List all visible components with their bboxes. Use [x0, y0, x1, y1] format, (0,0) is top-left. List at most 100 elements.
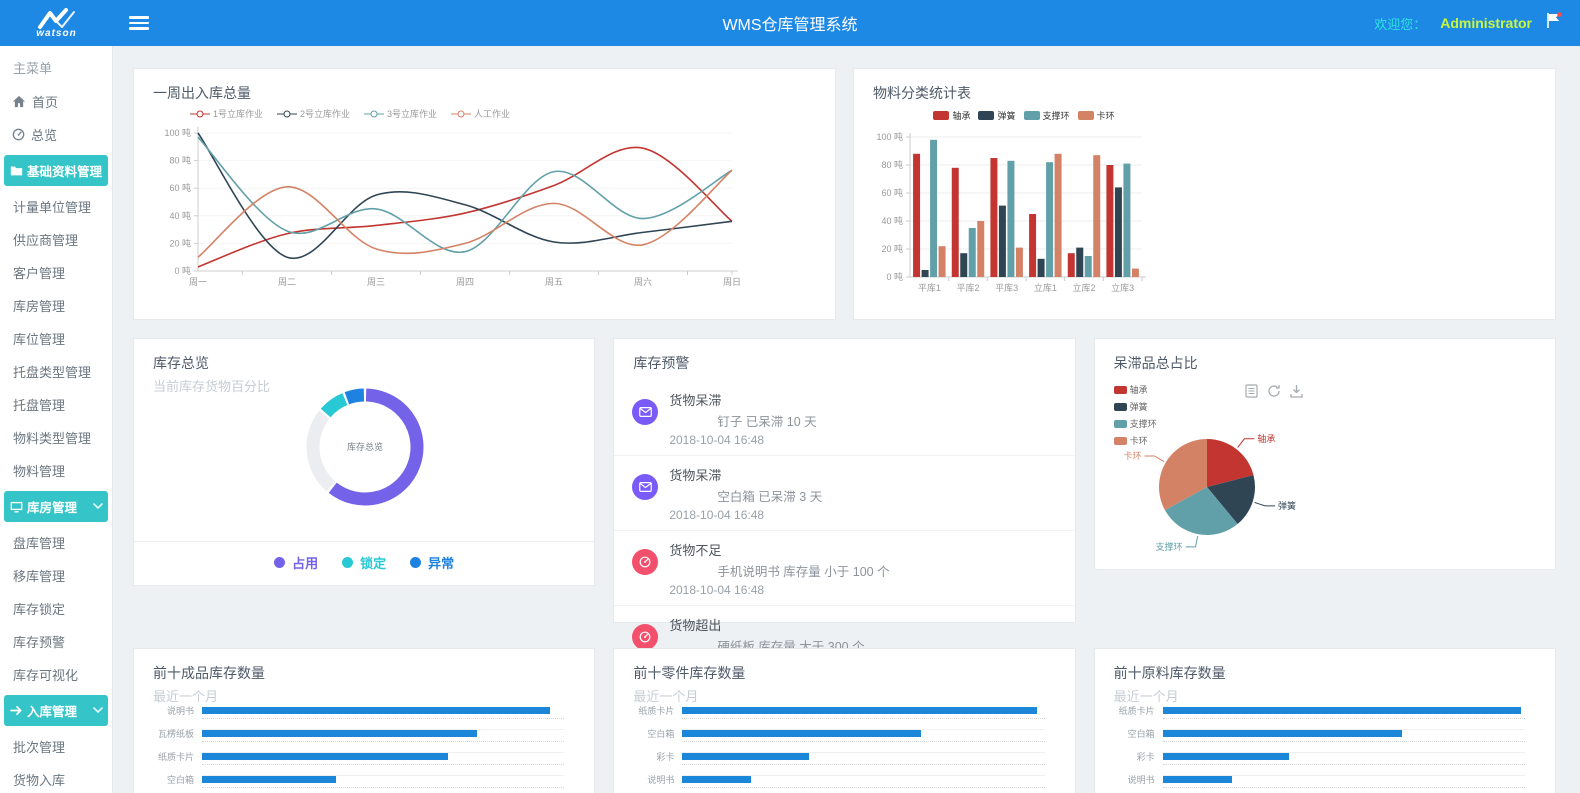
hbar-row: 纸质卡片	[1095, 707, 1525, 730]
top-header: watson WMS仓库管理系统 欢迎您： Administrator	[0, 0, 1580, 46]
weekly-chart-legend[interactable]: 1号立库作业 2号立库作业 3号立库作业 人工作业	[190, 107, 510, 120]
sidebar-nav: 主菜单 首页 总览 基础资料管理 计量单位管理 供应商管理 客户管理 库房管理 库位管理 托盘类…	[0, 46, 113, 793]
sidebar-item-盘库管理[interactable]: 盘库管理	[0, 526, 112, 559]
hbar-bar[interactable]	[1162, 730, 1402, 737]
legend-item-1号立库作业[interactable]: 1号立库作业	[190, 107, 263, 120]
legend-item-异常[interactable]: 异常	[410, 553, 454, 572]
hbar-category-label: 空白箱	[166, 775, 194, 785]
hbar-category-label: 瓦楞纸板	[157, 729, 194, 739]
sidebar-item-物料类型管理[interactable]: 物料类型管理	[0, 421, 112, 454]
card-inventory-overview: 库存总览 当前库存货物百分比 库存总览 占用 锁定 异常	[133, 338, 596, 586]
restore-icon[interactable]	[1267, 384, 1281, 403]
legend-item-卡环[interactable]: 卡环	[1077, 109, 1115, 122]
card-finished-title: 前十成品库存数量	[153, 665, 265, 681]
app-logo[interactable]: watson	[0, 7, 113, 39]
donut-legend[interactable]: 占用 锁定 异常	[134, 541, 595, 585]
hbar-bar[interactable]	[202, 707, 550, 714]
svg-text:支撑环: 支撑环	[1155, 541, 1182, 552]
sidebar-item-货物入库[interactable]: 货物入库	[0, 763, 112, 793]
sidebar-item-label: 入库管理	[27, 705, 78, 719]
legend-item-弹簧[interactable]: 弹簧	[1113, 400, 1157, 413]
hbar-bar[interactable]	[202, 753, 449, 760]
legend-item-轴承[interactable]: 轴承	[933, 109, 970, 122]
hbar-bar[interactable]	[682, 707, 1038, 714]
main-content: 一周出入库总量 1号立库作业 2号立库作业 3号立库作业 人工作业 0 吨 20 吨 40…	[113, 46, 1580, 793]
data-view-icon[interactable]	[1245, 384, 1258, 403]
save-as-image-icon[interactable]	[1290, 384, 1303, 403]
svg-text:40 吨: 40 吨	[169, 210, 191, 221]
legend-item-支撑环[interactable]: 支撑环	[1023, 109, 1070, 122]
card-top-finished: 前十成品库存数量 最近一个月 说明书 瓦楞纸板 纸质卡片 空白箱	[133, 648, 596, 793]
svg-text:0 吨: 0 吨	[886, 271, 903, 282]
card-top-raw: 前十原料库存数量 最近一个月 纸质卡片 空白箱 彩卡 说明书	[1093, 648, 1556, 793]
sidebar-item-label: 物料类型管理	[13, 431, 92, 446]
sidebar-item-托盘管理[interactable]: 托盘管理	[0, 388, 112, 421]
svg-text:60 吨: 60 吨	[169, 182, 191, 193]
svg-text:周三: 周三	[367, 277, 385, 287]
sidebar-item-label: 库存锁定	[13, 602, 66, 617]
legend-item-支撑环[interactable]: 支撑环	[1113, 417, 1157, 430]
alert-item[interactable]: 货物不足 手机说明书 库存量 小于 100 个 2018-10-04 16:48	[614, 531, 1075, 606]
sidebar-item-移库管理[interactable]: 移库管理	[0, 559, 112, 592]
sidebar-item-供应商管理[interactable]: 供应商管理	[0, 223, 112, 256]
sidebar-item-客户管理[interactable]: 客户管理	[0, 256, 112, 289]
hbar-bar[interactable]	[682, 753, 810, 760]
hbar-bar[interactable]	[1162, 753, 1290, 760]
legend-item-3号立库作业[interactable]: 3号立库作业	[364, 107, 437, 120]
hbar-bar[interactable]	[682, 730, 922, 737]
sidebar-item-总览[interactable]: 总览	[0, 118, 112, 151]
sidebar-item-label: 托盘管理	[13, 398, 66, 413]
sidebar-item-计量单位管理[interactable]: 计量单位管理	[0, 190, 112, 223]
current-user[interactable]: Administrator	[1440, 15, 1532, 31]
sidebar-item-物料管理[interactable]: 物料管理	[0, 454, 112, 487]
svg-text:0 吨: 0 吨	[174, 265, 191, 276]
sidebar-item-库存预警[interactable]: 库存预警	[0, 625, 112, 658]
hbar-bar[interactable]	[1162, 776, 1232, 783]
svg-text:平库2: 平库2	[956, 282, 979, 293]
legend-item-弹簧[interactable]: 弹簧	[978, 109, 1016, 122]
material-chart-legend[interactable]: 轴承 弹簧 支撑环 卡环	[874, 109, 1174, 122]
sidebar-item-库存锁定[interactable]: 库存锁定	[0, 592, 112, 625]
hbar-bar[interactable]	[682, 776, 752, 783]
hbar-bar[interactable]	[1162, 707, 1522, 714]
sidebar-item-label: 计量单位管理	[13, 200, 92, 215]
sidebar-item-库房管理[interactable]: 库房管理	[0, 289, 112, 322]
alert-detail: 钉子 已呆滞 10 天	[717, 415, 817, 429]
legend-item-轴承[interactable]: 轴承	[1113, 383, 1157, 396]
hbar-bar[interactable]	[202, 776, 337, 783]
legend-item-锁定[interactable]: 锁定	[342, 553, 386, 572]
sidebar-item-库房管理[interactable]: 库房管理	[4, 491, 108, 522]
sidebar-item-入库管理[interactable]: 入库管理	[4, 695, 108, 726]
hbar-category-label: 说明书	[1127, 775, 1155, 785]
hbar-bar[interactable]	[202, 730, 478, 737]
notification-flag-icon[interactable]	[1546, 12, 1562, 34]
alert-item[interactable]: 货物呆滞 钉子 已呆滞 10 天 2018-10-04 16:48	[614, 381, 1075, 456]
legend-item-2号立库作业[interactable]: 2号立库作业	[277, 107, 350, 120]
hamburger-menu-icon[interactable]	[129, 13, 149, 33]
alert-item[interactable]: 货物呆滞 空白箱 已呆滞 3 天 2018-10-04 16:48	[614, 456, 1075, 531]
sidebar-item-库存可视化[interactable]: 库存可视化	[0, 658, 112, 691]
svg-text:20 吨: 20 吨	[169, 237, 191, 248]
card-weekly-title: 一周出入库总量	[153, 85, 251, 101]
sidebar-item-批次管理[interactable]: 批次管理	[0, 730, 112, 763]
legend-item-占用[interactable]: 占用	[274, 553, 318, 572]
chevron-down-icon	[93, 707, 103, 714]
hbar-row: 说明书	[134, 707, 565, 730]
alert-detail: 手机说明书 库存量 小于 100 个	[717, 565, 890, 579]
card-inventory-alerts: 库存预警 货物呆滞 钉子 已呆滞 10 天 2018-10-04 16:48 货物呆滞…	[613, 338, 1076, 672]
svg-text:立库2: 立库2	[1072, 282, 1095, 293]
svg-text:100 吨: 100 吨	[164, 127, 191, 138]
hbar-row: 瓦楞纸板	[134, 729, 565, 753]
legend-item-人工作业[interactable]: 人工作业	[451, 107, 510, 120]
alert-envelope-icon	[632, 399, 659, 425]
sidebar-item-库位管理[interactable]: 库位管理	[0, 322, 112, 355]
legend-item-卡环[interactable]: 卡环	[1113, 434, 1157, 447]
card-stagnant-pie: 呆滞品总占比 轴承 弹簧 支撑环 卡环 轴承 弹簧 支撑环 卡环	[1093, 338, 1556, 570]
svg-text:周二: 周二	[278, 277, 296, 287]
sidebar-item-首页[interactable]: 首页	[0, 85, 112, 118]
sidebar-item-托盘类型管理[interactable]: 托盘类型管理	[0, 355, 112, 388]
sidebar-item-基础资料管理[interactable]: 基础资料管理	[4, 155, 108, 186]
pie-legend[interactable]: 轴承 弹簧 支撑环 卡环	[1113, 383, 1157, 447]
svg-text:周日: 周日	[723, 277, 741, 287]
